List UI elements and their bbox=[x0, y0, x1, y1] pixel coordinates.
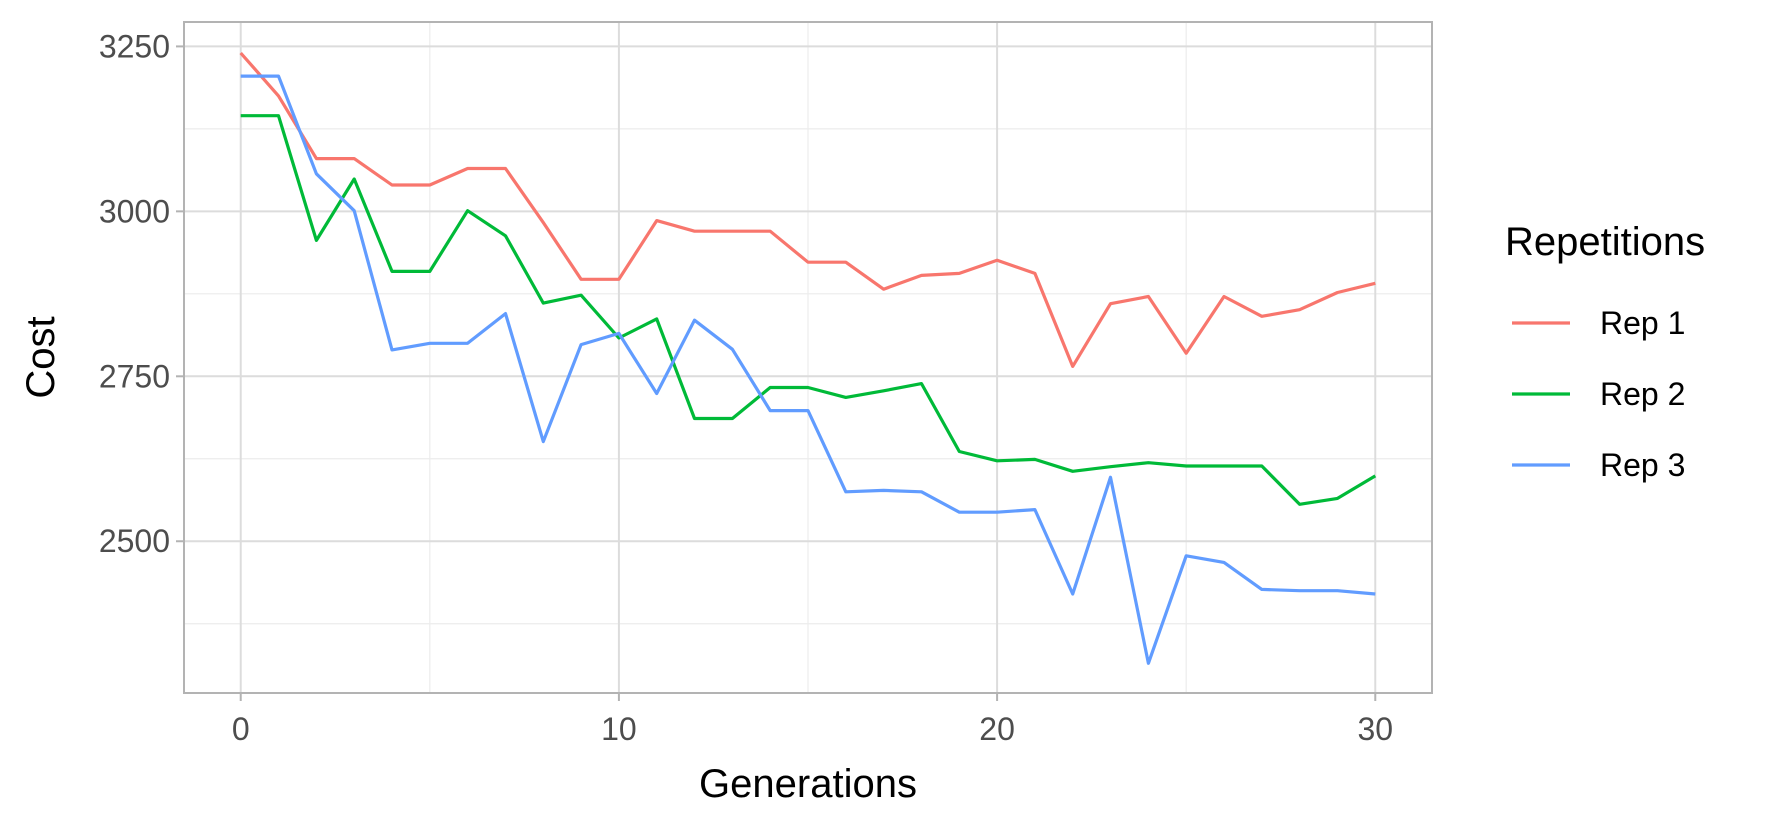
series-lines bbox=[239, 51, 1377, 665]
y-tick-label: 2500 bbox=[99, 523, 170, 559]
y-axis-title: Cost bbox=[19, 316, 63, 398]
minor-grid bbox=[184, 22, 1432, 693]
series-line-rep-3 bbox=[240, 74, 1376, 665]
x-tick-label: 10 bbox=[601, 711, 637, 747]
x-tick-label: 30 bbox=[1357, 711, 1393, 747]
y-tick-label: 3000 bbox=[99, 193, 170, 229]
y-tick-label: 2750 bbox=[99, 358, 170, 394]
major-grid bbox=[184, 22, 1432, 693]
y-tick-label: 3250 bbox=[99, 28, 170, 64]
legend-title: Repetitions bbox=[1505, 220, 1705, 264]
legend-label-rep-3: Rep 3 bbox=[1600, 447, 1685, 483]
axis-ticks bbox=[176, 45, 1377, 701]
plot-panel-border bbox=[183, 21, 1433, 694]
axis-tick-labels: 0 10 20 30 2500 2750 3000 3250 bbox=[99, 28, 1393, 747]
series-line-rep-2 bbox=[240, 114, 1377, 506]
x-tick-label: 0 bbox=[232, 711, 250, 747]
x-tick-label: 20 bbox=[979, 711, 1015, 747]
legend-label-rep-1: Rep 1 bbox=[1600, 305, 1685, 341]
x-axis-title: Generations bbox=[699, 762, 917, 806]
series-line-rep-1 bbox=[239, 51, 1376, 368]
legend-label-rep-2: Rep 2 bbox=[1600, 376, 1685, 412]
legend: Repetitions Rep 1 Rep 2 Rep 3 bbox=[1505, 220, 1705, 483]
